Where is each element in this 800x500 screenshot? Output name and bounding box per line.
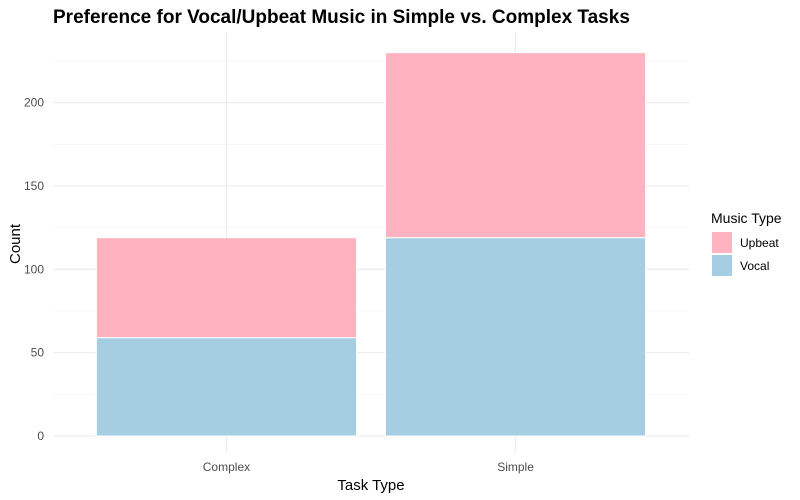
y-axis-ticks: 0 50 100 150 200 — [24, 96, 44, 443]
x-tick-label: Complex — [203, 460, 250, 474]
bar-upbeat-complex — [95, 237, 358, 339]
x-tick-label: Simple — [497, 460, 534, 474]
y-tick-label: 50 — [31, 346, 45, 360]
legend-label-vocal: Vocal — [740, 259, 769, 273]
chart-title: Preference for Vocal/Upbeat Music in Sim… — [53, 7, 630, 28]
bar-upbeat-simple — [384, 52, 647, 239]
x-axis-title: Task Type — [337, 477, 404, 494]
bars — [95, 52, 647, 437]
legend-label-upbeat: Upbeat — [740, 236, 779, 250]
legend-swatch-upbeat — [712, 232, 732, 253]
legend-items: Upbeat Vocal — [712, 232, 779, 276]
legend-title: Music Type — [711, 210, 782, 226]
bar-vocal-simple — [384, 237, 647, 437]
bar-vocal-complex — [95, 337, 358, 437]
x-axis-ticks: Complex Simple — [203, 460, 534, 474]
y-tick-label: 200 — [24, 96, 44, 110]
legend: Music Type Upbeat Vocal — [711, 210, 782, 276]
y-axis-title: Count — [7, 223, 24, 264]
y-tick-label: 0 — [37, 429, 44, 443]
y-tick-label: 150 — [24, 179, 44, 193]
legend-swatch-vocal — [712, 255, 732, 276]
y-tick-label: 100 — [24, 262, 44, 276]
